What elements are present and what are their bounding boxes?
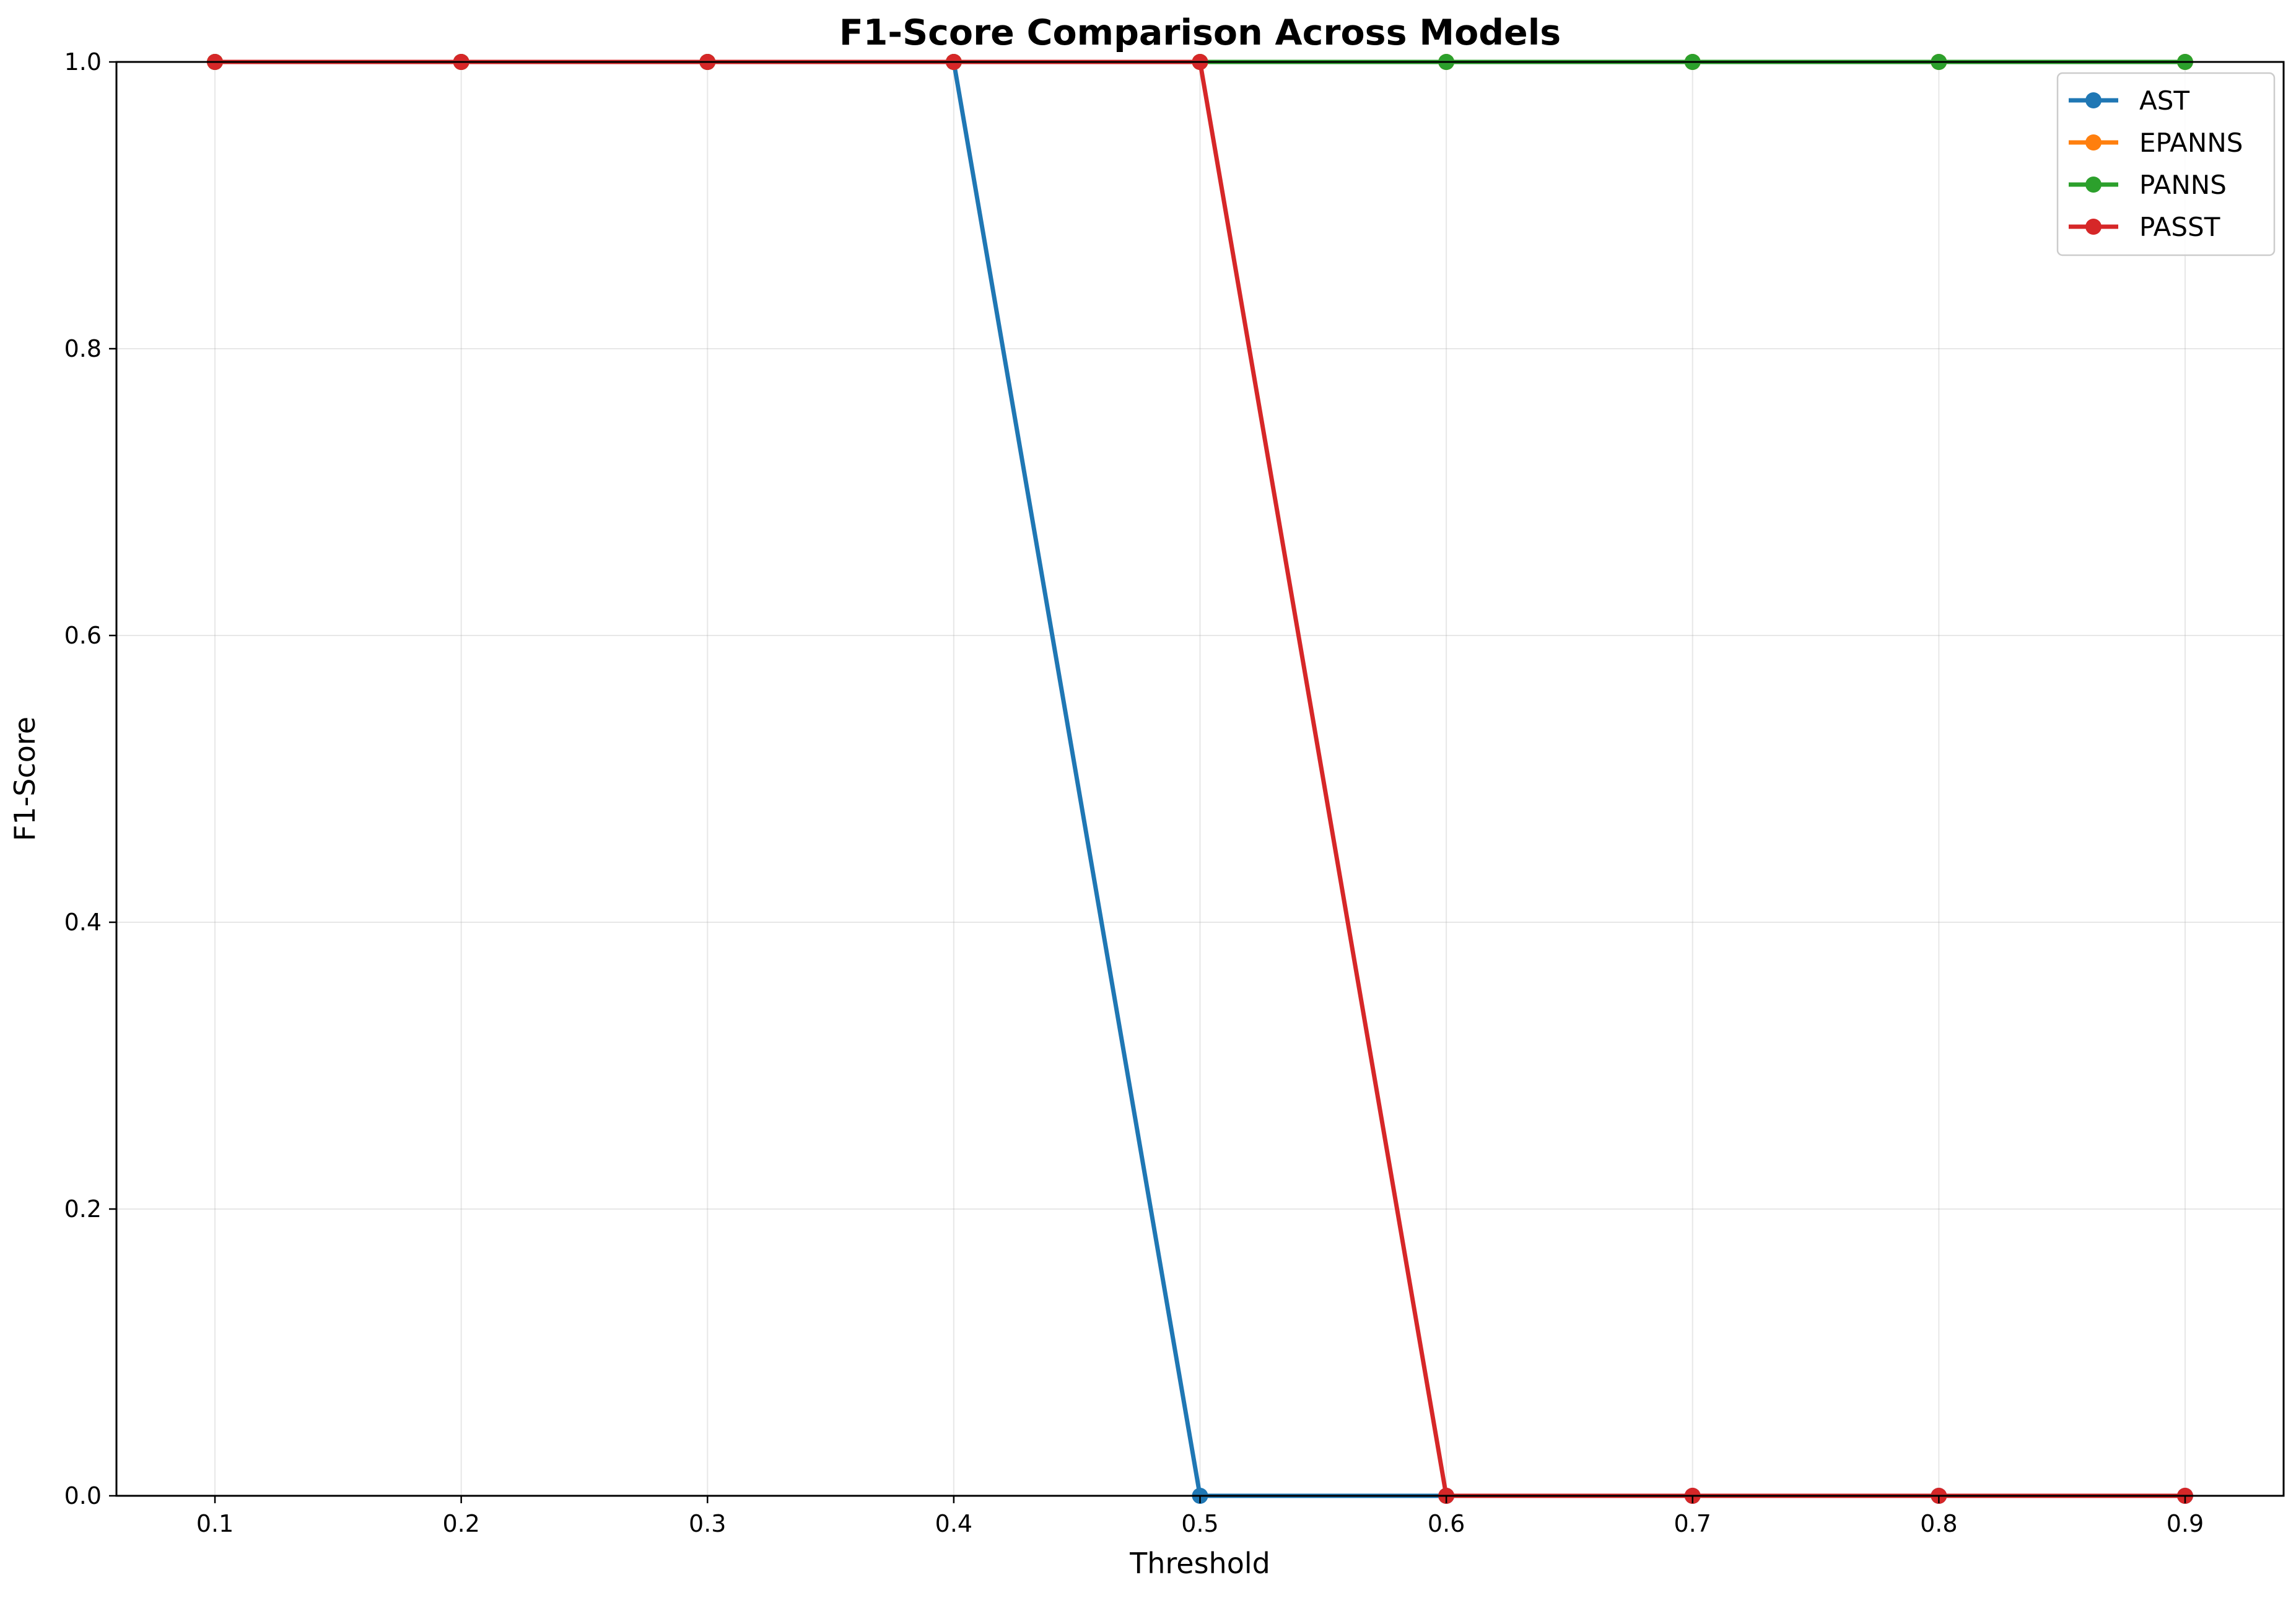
legend-item-epanns: EPANNS — [2069, 128, 2243, 158]
chart-title: F1-Score Comparison Across Models — [839, 12, 1561, 53]
legend-label: AST — [2139, 85, 2189, 116]
x-tick-label: 0.2 — [442, 1510, 479, 1537]
legend-swatch-marker — [2085, 219, 2102, 235]
legend-label: EPANNS — [2139, 128, 2243, 158]
x-tick-label: 0.1 — [196, 1510, 234, 1537]
x-axis-label: Threshold — [1129, 1547, 1270, 1580]
y-tick-label: 0.0 — [64, 1482, 102, 1509]
legend-swatch-marker — [2085, 134, 2102, 151]
legend: AST EPANNS PANNS PASST — [2056, 72, 2276, 256]
y-tick-label: 0.4 — [64, 909, 102, 936]
legend-swatch-marker — [2085, 92, 2102, 108]
legend-label: PASST — [2139, 212, 2220, 242]
x-tick-label: 0.7 — [1674, 1510, 1711, 1537]
legend-item-ast: AST — [2069, 85, 2189, 116]
grid-layer — [116, 61, 2284, 1496]
y-tick-label: 0.6 — [64, 622, 102, 649]
x-tick-label: 0.8 — [1920, 1510, 1957, 1537]
x-tick-label: 0.4 — [935, 1510, 972, 1537]
y-tick-label: 1.0 — [64, 48, 102, 76]
x-tick-label: 0.9 — [2167, 1510, 2204, 1537]
legend-label: PANNS — [2139, 170, 2227, 200]
x-tick-label: 0.6 — [1428, 1510, 1465, 1537]
y-axis-label: F1-Score — [8, 717, 41, 841]
legend-item-panns: PANNS — [2069, 170, 2227, 200]
legend-swatch-marker — [2085, 177, 2102, 193]
tick-layer: 0.1 0.2 0.3 0.4 0.5 0.6 0.7 0.8 0.9 0.0 0.2 0.4 0.6 0… — [64, 48, 2204, 1537]
y-tick-label: 0.8 — [64, 335, 102, 362]
x-tick-label: 0.3 — [689, 1510, 726, 1537]
x-tick-label: 0.5 — [1181, 1510, 1218, 1537]
y-tick-label: 0.2 — [64, 1195, 102, 1223]
legend-box — [2056, 72, 2276, 256]
legend-item-passt: PASST — [2069, 212, 2220, 242]
